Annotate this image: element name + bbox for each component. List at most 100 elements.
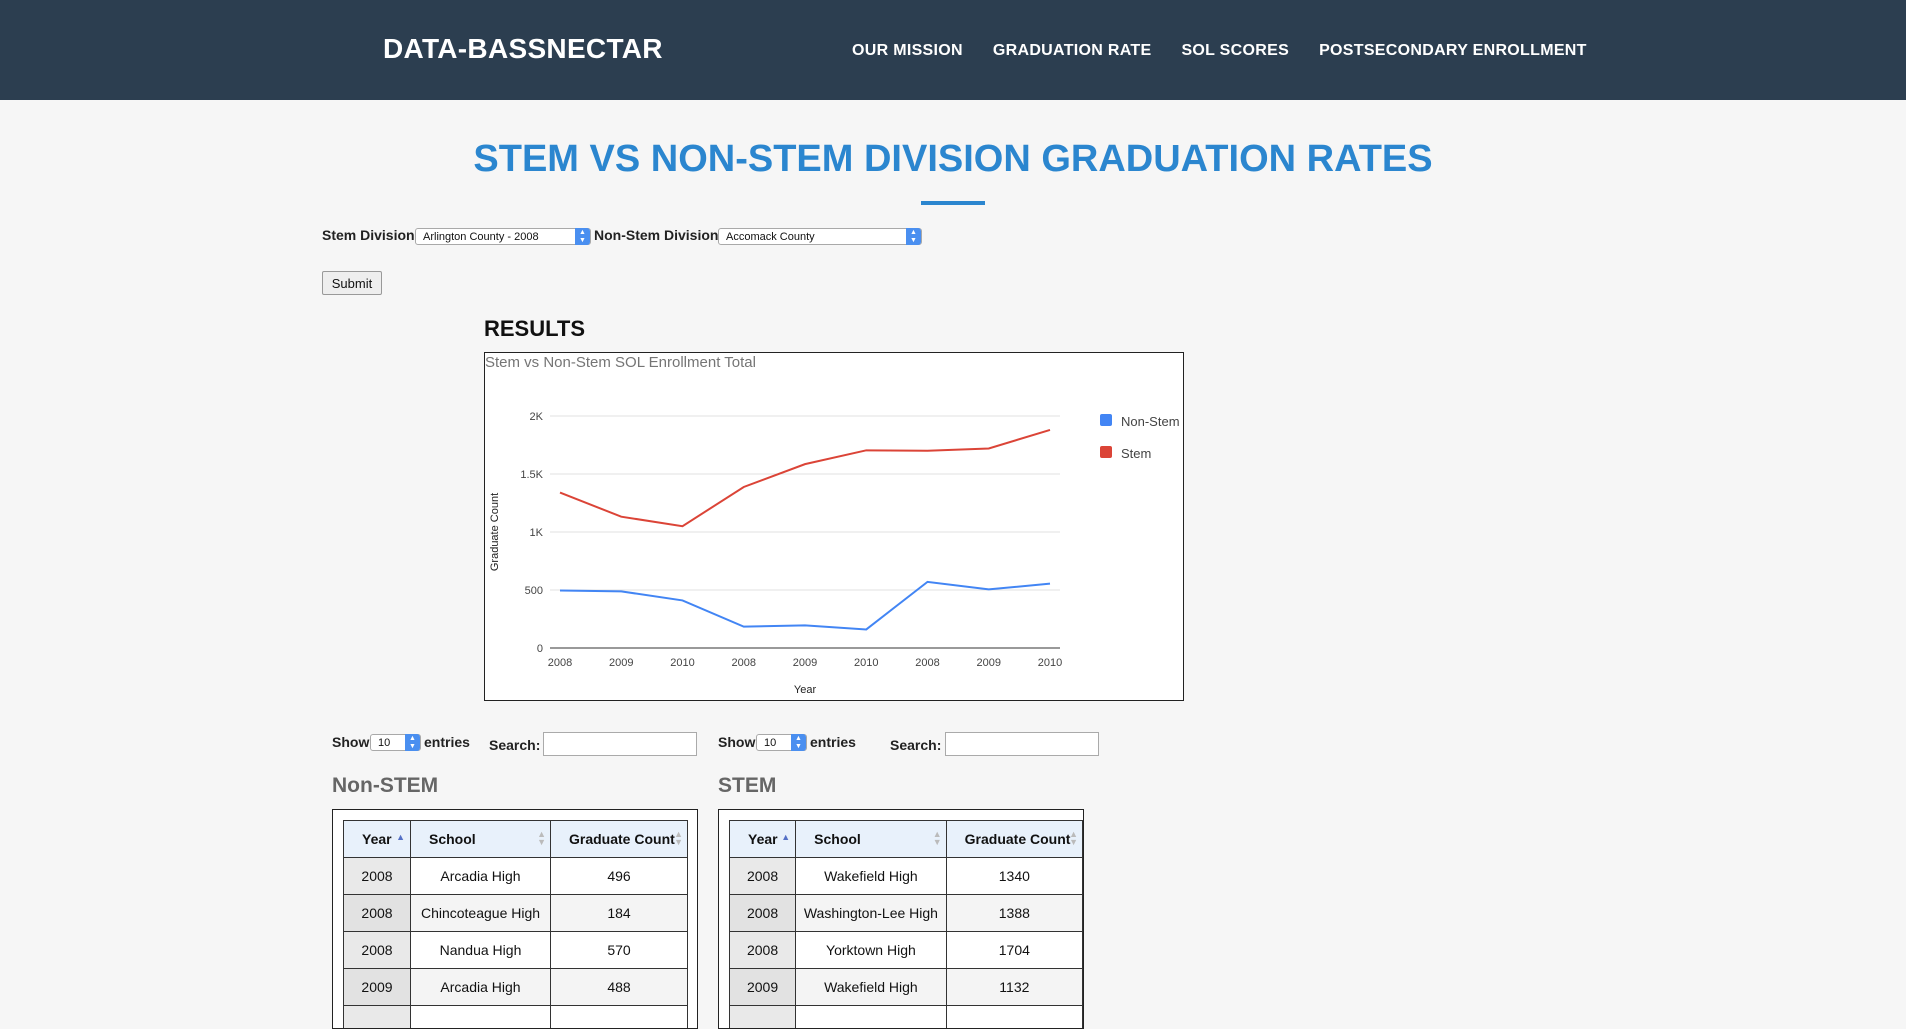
stem-col-year[interactable]: Year▲ (730, 821, 796, 858)
legend-swatch (1100, 446, 1112, 458)
title-underline (921, 201, 985, 205)
main-nav: OUR MISSION GRADUATION RATE SOL SCORES P… (852, 42, 1587, 60)
stem-entries-label: entries (810, 734, 856, 750)
series-line-non-stem (560, 582, 1050, 630)
nonstem-col-school[interactable]: School▲▼ (411, 821, 551, 858)
nonstem-table: Year▲ School▲▼ Graduate Count▲▼ 2008 Arc… (343, 820, 688, 1029)
cell-year: 2009 (344, 969, 411, 1006)
stem-division-value: Arlington County - 2008 (423, 231, 539, 243)
nav-graduation-rate[interactable]: GRADUATION RATE (993, 42, 1152, 60)
cell-school: Chincoteague High (411, 895, 551, 932)
table-row: 2008 Washington-Lee High 1388 (730, 895, 1083, 932)
nonstem-entries-select[interactable]: 10 ▲▼ (370, 734, 421, 751)
cell-graduate-count: 496 (551, 858, 688, 895)
cell-graduate-count: 184 (551, 895, 688, 932)
x-axis-title: Year (794, 684, 817, 696)
sort-both-icon: ▲▼ (537, 830, 546, 846)
sort-both-icon: ▲▼ (1069, 830, 1078, 846)
y-tick-label: 2K (530, 411, 544, 423)
nonstem-division-value: Accomack County (726, 231, 815, 243)
stem-search-label: Search: (890, 737, 941, 753)
cell-year: 2009 (730, 969, 796, 1006)
cell-school: Nandua High (411, 932, 551, 969)
stem-entries-value: 10 (764, 737, 776, 749)
table-row: 2008 Chincoteague High 184 (344, 895, 688, 932)
x-tick-label: 2009 (977, 657, 1001, 669)
nonstem-search-input[interactable] (543, 732, 697, 756)
submit-button[interactable]: Submit (322, 271, 382, 295)
nav-sol-scores[interactable]: SOL SCORES (1181, 42, 1289, 60)
sort-asc-icon: ▲ (396, 832, 405, 842)
nonstem-col-year[interactable]: Year▲ (344, 821, 411, 858)
sort-asc-icon: ▲ (781, 832, 790, 842)
top-navbar: DATA-BASSNECTAR OUR MISSION GRADUATION R… (0, 0, 1906, 100)
page-title: STEM VS NON-STEM DIVISION GRADUATION RAT… (0, 138, 1906, 181)
legend-label: Stem (1121, 446, 1151, 461)
table-row: 2008 Wakefield High 1340 (730, 858, 1083, 895)
stem-show-label: Show (718, 734, 755, 750)
cell-year: 2008 (344, 858, 411, 895)
table-row: 2008 Arcadia High 496 (344, 858, 688, 895)
cell-school: Washington-Lee High (796, 895, 947, 932)
cell-year: 2008 (730, 858, 796, 895)
x-tick-label: 2009 (793, 657, 817, 669)
cell-year: 2008 (730, 895, 796, 932)
stem-table-frame: Year▲ School▲▼ Graduate Count▲▼ 2008 Wak… (718, 809, 1084, 1029)
nonstem-search-label: Search: (489, 737, 540, 753)
nonstem-show-label: Show (332, 734, 369, 750)
cell-year: 2008 (344, 895, 411, 932)
nonstem-division-select[interactable]: Accomack County ▲▼ (718, 228, 922, 245)
y-tick-label: 500 (525, 585, 543, 597)
table-row: 2008 Yorktown High 1704 (730, 932, 1083, 969)
stem-division-select[interactable]: Arlington County - 2008 ▲▼ (415, 228, 591, 245)
stem-division-label: Stem Division: (322, 227, 419, 243)
nav-our-mission[interactable]: OUR MISSION (852, 42, 963, 60)
stem-table-caption: STEM (718, 774, 776, 798)
legend-label: Non-Stem (1121, 414, 1180, 429)
y-axis-title: Graduate Count (489, 493, 501, 571)
table-row: 2009 Wakefield High 1132 (730, 969, 1083, 1006)
x-tick-label: 2010 (854, 657, 878, 669)
nonstem-table-frame: Year▲ School▲▼ Graduate Count▲▼ 2008 Arc… (332, 809, 698, 1029)
stem-table: Year▲ School▲▼ Graduate Count▲▼ 2008 Wak… (729, 820, 1083, 1029)
x-tick-label: 2008 (732, 657, 756, 669)
cell-graduate-count: 1132 (946, 969, 1082, 1006)
select-arrows-icon: ▲▼ (906, 228, 921, 245)
nonstem-col-graduate-count[interactable]: Graduate Count▲▼ (551, 821, 688, 858)
series-line-stem (560, 430, 1050, 526)
cell-graduate-count: 1340 (946, 858, 1082, 895)
table-row (730, 1006, 1083, 1029)
sort-both-icon: ▲▼ (674, 830, 683, 846)
cell-graduate-count: 1704 (946, 932, 1082, 969)
cell-school: Yorktown High (796, 932, 947, 969)
cell-year: 2008 (344, 932, 411, 969)
stem-col-graduate-count[interactable]: Graduate Count▲▼ (946, 821, 1082, 858)
y-tick-label: 1K (530, 527, 544, 539)
stem-search-input[interactable] (945, 732, 1099, 756)
nonstem-entries-value: 10 (378, 737, 390, 749)
select-arrows-icon: ▲▼ (405, 734, 420, 751)
table-row (344, 1006, 688, 1029)
sort-both-icon: ▲▼ (933, 830, 942, 846)
cell-year: 2008 (730, 932, 796, 969)
x-tick-label: 2010 (670, 657, 694, 669)
cell-graduate-count: 488 (551, 969, 688, 1006)
y-tick-label: 1.5K (520, 469, 543, 481)
select-arrows-icon: ▲▼ (575, 228, 590, 245)
nonstem-division-label: Non-Stem Division: (594, 227, 723, 243)
table-row: 2009 Arcadia High 488 (344, 969, 688, 1006)
x-tick-label: 2009 (609, 657, 633, 669)
stem-entries-select[interactable]: 10 ▲▼ (756, 734, 807, 751)
cell-school: Arcadia High (411, 858, 551, 895)
table-row: 2008 Nandua High 570 (344, 932, 688, 969)
cell-school: Wakefield High (796, 858, 947, 895)
nav-postsecondary-enrollment[interactable]: POSTSECONDARY ENROLLMENT (1319, 42, 1587, 60)
stem-col-school[interactable]: School▲▼ (796, 821, 947, 858)
legend-swatch (1100, 414, 1112, 426)
x-tick-label: 2008 (548, 657, 572, 669)
nonstem-table-caption: Non-STEM (332, 774, 438, 798)
results-heading: RESULTS (484, 316, 585, 342)
brand-logo[interactable]: DATA-BASSNECTAR (383, 33, 663, 65)
